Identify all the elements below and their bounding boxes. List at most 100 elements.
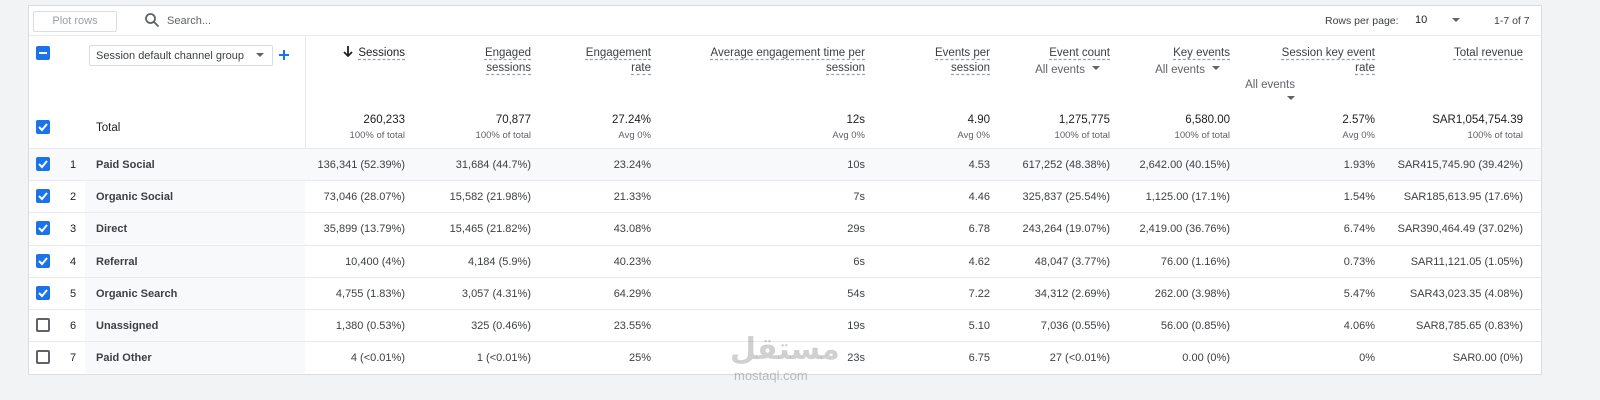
column-label: Event count [1049,47,1110,59]
row-index: 1 [69,159,77,171]
event-filter-label: All events [1245,79,1295,91]
event-filter[interactable]: All events [998,63,1110,78]
add-dimension-button[interactable] [278,49,290,61]
metric-cell: 4.62 [968,255,990,268]
search-icon [145,13,160,28]
metric-cell: 23.55% [613,320,651,332]
metric-cell: 7,036 (0.55%) [1040,320,1110,332]
metric-cell: 1,380 (0.53%) [335,320,405,332]
row-checkbox[interactable] [36,318,50,332]
total-note: 100% of total [1054,130,1110,141]
metric-cell: 54s [847,287,865,300]
total-value: 2.57% [1342,114,1375,126]
total-note: 100% of total [349,130,405,141]
column-label: Engaged sessions [484,47,531,74]
search-input[interactable]: Search... [167,15,212,27]
row-name: Referral [96,255,138,268]
rows-per-page-select[interactable]: 10 [1415,14,1428,26]
column-header[interactable]: Events per session [873,46,990,76]
total-note: Avg 0% [832,130,865,141]
total-checkbox[interactable] [36,120,50,134]
dimension-cell-bg [85,213,305,245]
metric-cell: 1,125.00 (17.1%) [1145,191,1230,204]
column-label: Key events [1173,47,1230,59]
metric-cell: 0.00 (0%) [1182,352,1230,365]
column-header[interactable]: Key events All events [1118,46,1230,78]
total-note: 100% of total [475,130,531,141]
column-header[interactable]: Engaged sessions [413,46,531,76]
column-label: Engagement rate [585,47,651,74]
column-header[interactable]: Event count All events [998,46,1110,78]
watermark-arabic: مستقل [730,332,840,367]
column-label: Session key event rate [1281,47,1375,74]
select-all-checkbox[interactable] [36,46,50,60]
event-filter[interactable]: All events [1238,78,1375,108]
metric-cell: 27 (<0.01%) [1049,352,1110,365]
column-label: Sessions [358,47,405,59]
total-note: Avg 0% [957,130,990,141]
column-header[interactable]: Session key event rate All events [1238,46,1375,108]
metric-cell: 73,046 (28.07%) [323,191,405,204]
row-index: 4 [69,255,77,268]
row-checkbox[interactable] [36,221,50,236]
event-filter[interactable]: All events [1118,63,1230,78]
metric-cell: 0.73% [1343,255,1375,268]
total-value: 1,275,775 [1058,114,1110,126]
metric-cell: 4,184 (5.9%) [468,255,531,268]
metric-cell: SAR11,121.05 (1.05%) [1410,255,1523,268]
dropdown-caret [1287,96,1295,100]
dimension-cell-bg [85,181,305,213]
metric-cell: 5.10 [968,320,990,332]
metric-cell: 4,755 (1.83%) [335,287,405,300]
metric-cell: 4.46 [968,191,990,204]
metric-cell: 1.93% [1343,159,1375,171]
metric-cell: 19s [847,320,865,332]
total-value: 12s [846,114,865,126]
check-mark [38,224,48,233]
check-mark [38,256,48,266]
metric-cell: 25% [628,352,651,365]
total-label: Total [96,122,121,134]
row-checkbox[interactable] [36,285,50,300]
metric-cell: 4 (<0.01%) [350,352,405,365]
check-mark [38,192,48,201]
total-value: SAR1,054,754.39 [1432,114,1523,126]
total-note: 100% of total [1174,130,1230,141]
metric-cell: 64.29% [613,287,651,300]
row-name: Organic Search [96,287,178,300]
row-name: Organic Social [96,191,174,204]
metric-cell: 34,312 (2.69%) [1034,287,1110,300]
column-header[interactable]: Engagement rate [539,46,651,76]
metric-cell: 76.00 (1.16%) [1160,255,1230,268]
metric-cell: 4.06% [1343,320,1375,332]
metric-cell: 23.24% [613,159,651,171]
row-checkbox[interactable] [36,189,50,204]
event-filter-label: All events [1035,64,1085,76]
metric-cell: 15,465 (21.82%) [449,223,531,236]
dimension-cell-bg [85,310,305,341]
column-header[interactable]: Sessions [313,46,405,61]
check-mark [38,123,48,132]
total-value: 70,877 [495,114,531,126]
column-label: Average engagement time per session [710,47,866,74]
metric-cell: 4.53 [968,159,990,171]
dimension-select[interactable]: Session default channel group [89,45,273,66]
row-name: Paid Other [96,352,152,365]
metric-cell: 43.08% [613,223,651,236]
metric-cell: 48,047 (3.77%) [1034,255,1110,268]
column-header[interactable]: Average engagement time per session [659,46,866,76]
dimension-cell-bg [85,277,305,309]
column-header[interactable]: Total revenue [1383,46,1523,61]
metric-cell: 1 (<0.01%) [476,352,531,365]
row-checkbox[interactable] [36,350,50,365]
metric-cell: 7.22 [968,287,990,300]
plot-rows-button[interactable]: Plot rows [33,11,117,32]
event-filter-label: All events [1155,64,1205,76]
row-checkbox[interactable] [36,157,50,171]
metric-cell: 3,057 (4.31%) [461,287,531,300]
row-name: Paid Social [96,159,155,171]
dimension-label: Session default channel group [96,50,244,62]
dropdown-caret [1092,66,1100,70]
row-checkbox[interactable] [36,253,50,268]
metric-cell: 31,684 (44.7%) [455,159,531,171]
